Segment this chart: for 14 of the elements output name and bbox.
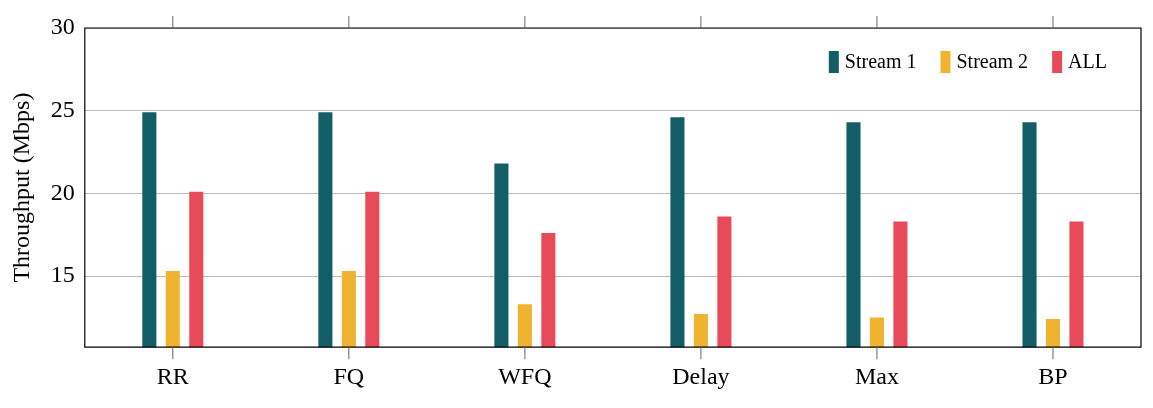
x-tick-label: Max — [854, 362, 899, 389]
x-tick-label: WFQ — [498, 362, 552, 389]
y-tick-label: 15 — [50, 261, 75, 288]
y-axis-title: Throughput (Mbps) — [7, 92, 34, 283]
legend-label: Stream 1 — [844, 50, 917, 73]
legend-label: ALL — [1068, 50, 1108, 73]
x-tick-label: RR — [156, 362, 189, 389]
y-tick-label: 25 — [50, 95, 75, 122]
y-tick-label: 30 — [50, 13, 75, 40]
y-tick-label: 20 — [50, 178, 75, 205]
legend-label: Stream 2 — [956, 50, 1029, 73]
x-tick-label: FQ — [333, 362, 365, 389]
x-tick-label: Delay — [672, 362, 730, 389]
x-tick-label: BP — [1038, 362, 1068, 389]
